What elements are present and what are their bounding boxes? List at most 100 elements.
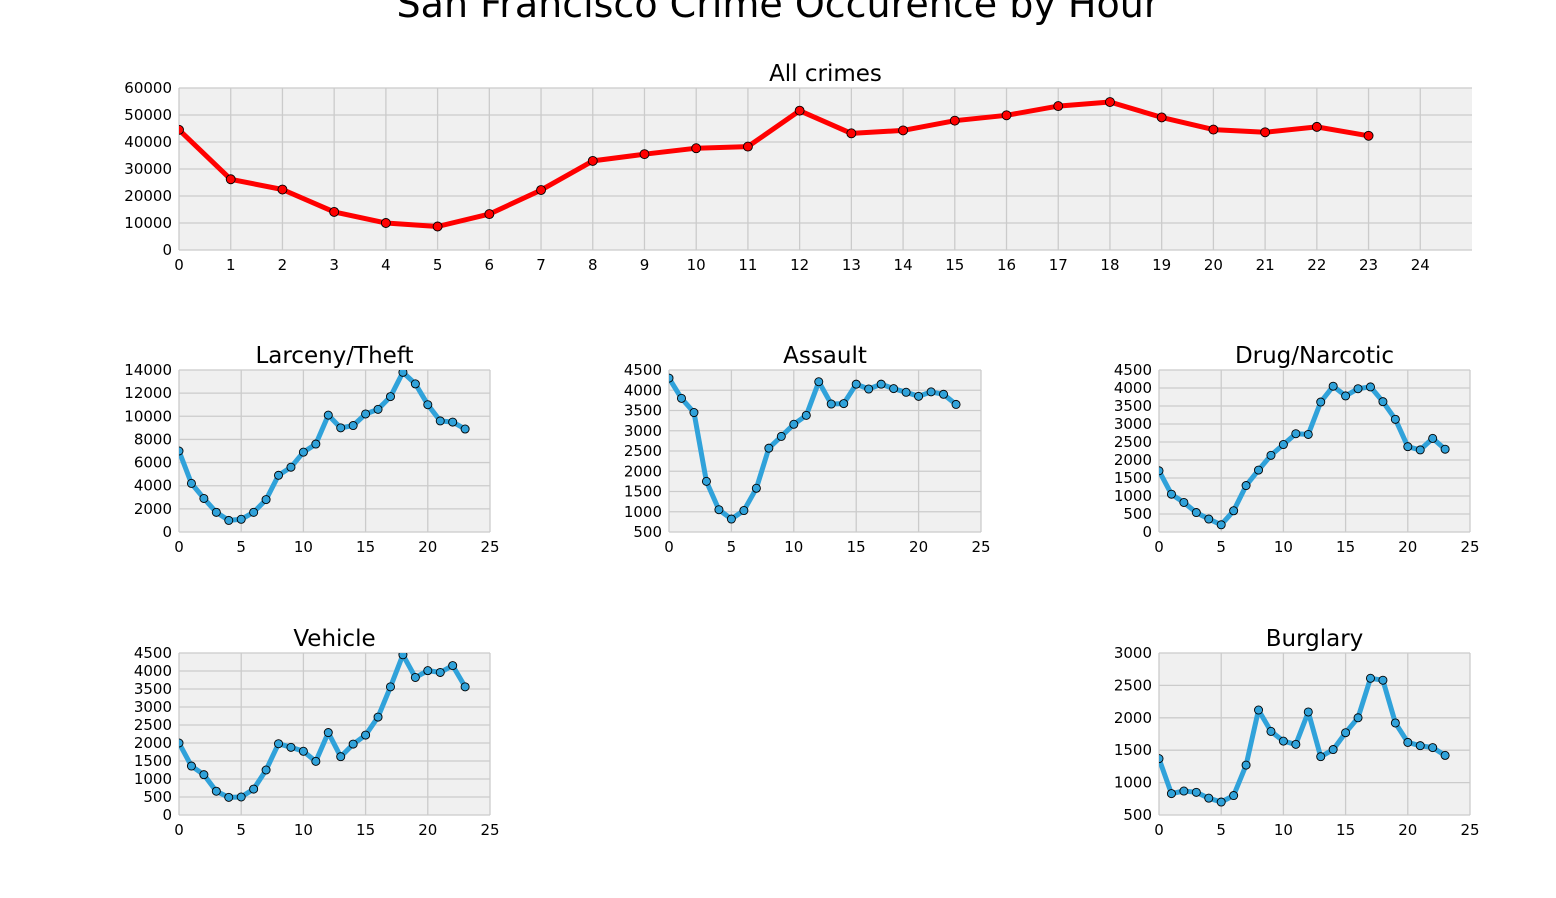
x-tick-label: 10 (1274, 538, 1293, 556)
data-point (1191, 787, 1201, 797)
data-point (1260, 127, 1271, 138)
data-point (361, 409, 371, 419)
x-tick-label: 25 (971, 538, 990, 556)
data-point (1254, 465, 1264, 475)
x-tick-label: 2 (278, 256, 288, 274)
data-point (448, 661, 458, 671)
data-point (689, 408, 699, 418)
data-point (435, 667, 445, 677)
y-tick-label: 0 (1142, 523, 1152, 541)
y-tick-label: 4000 (134, 662, 172, 680)
y-tick-label: 3000 (1114, 644, 1152, 662)
y-tick-label: 1500 (1114, 741, 1152, 759)
data-point (898, 125, 909, 136)
data-point (826, 399, 836, 409)
x-tick-label: 14 (894, 256, 913, 274)
y-tick-label: 14000 (124, 361, 172, 379)
x-tick-label: 12 (790, 256, 809, 274)
subplot-title: Drug/Narcotic (1235, 343, 1394, 369)
data-point (1266, 726, 1276, 736)
y-tick-label: 0 (162, 806, 172, 824)
x-tick-label: 20 (1204, 256, 1223, 274)
data-point (1204, 793, 1214, 803)
data-point (460, 682, 470, 692)
data-point (435, 416, 445, 426)
x-tick-label: 10 (1274, 821, 1293, 839)
y-tick-label: 1500 (1114, 469, 1152, 487)
x-tick-label: 5 (1216, 538, 1226, 556)
data-point (1353, 713, 1363, 723)
subplot-title: All crimes (769, 61, 882, 87)
y-tick-label: 0 (162, 523, 172, 541)
data-point (701, 476, 711, 486)
data-point (901, 387, 911, 397)
data-point (691, 143, 702, 154)
subplot-title: Assault (783, 343, 867, 369)
data-point (1341, 728, 1351, 738)
data-point (460, 424, 470, 434)
data-point (1166, 489, 1176, 499)
data-point (1229, 506, 1239, 516)
data-point (423, 400, 433, 410)
y-tick-label: 6000 (134, 454, 172, 472)
data-point (261, 765, 271, 775)
x-tick-label: 10 (687, 256, 706, 274)
data-point (249, 784, 259, 794)
y-tick-label: 1000 (134, 770, 172, 788)
x-tick-label: 0 (174, 821, 184, 839)
data-point (448, 417, 458, 427)
data-point (1254, 705, 1264, 715)
y-tick-label: 3000 (134, 698, 172, 716)
data-point (1166, 789, 1176, 799)
data-point (776, 431, 786, 441)
data-point (714, 505, 724, 515)
plot-area (179, 370, 490, 532)
data-point (1415, 741, 1425, 751)
data-point (1365, 673, 1375, 683)
data-point (361, 730, 371, 740)
y-tick-label: 2500 (1114, 433, 1152, 451)
x-tick-label: 18 (1100, 256, 1119, 274)
x-tick-label: 1 (226, 256, 236, 274)
x-tick-label: 25 (1460, 538, 1479, 556)
data-point (639, 149, 650, 160)
subplot-0: 0 1 2 3 4 5 6 7 8 9 10 11 12 13 14 15 16 17 18 19 20 21 22 23 24… (124, 61, 1472, 274)
data-point (199, 493, 209, 503)
y-tick-label: 4500 (624, 361, 662, 379)
x-tick-label: 20 (1398, 538, 1417, 556)
x-tick-label: 10 (294, 821, 313, 839)
data-point (949, 115, 960, 126)
y-tick-label: 50000 (124, 106, 172, 124)
data-point (1156, 112, 1167, 123)
x-tick-label: 13 (842, 256, 861, 274)
x-tick-label: 5 (236, 538, 246, 556)
series-line (179, 99, 1370, 229)
data-point (1204, 514, 1214, 524)
data-point (1229, 791, 1239, 801)
x-tick-label: 20 (909, 538, 928, 556)
y-tick-label: 4500 (134, 644, 172, 662)
data-point (1179, 497, 1189, 507)
data-point (801, 410, 811, 420)
data-point (1241, 760, 1251, 770)
y-tick-label: 40000 (124, 133, 172, 151)
y-tick-label: 1000 (1114, 774, 1152, 792)
x-tick-label: 5 (727, 538, 737, 556)
x-tick-label: 17 (1049, 256, 1068, 274)
data-point (1403, 737, 1413, 747)
data-point (846, 128, 857, 139)
y-tick-label: 500 (633, 523, 662, 541)
y-tick-label: 3500 (624, 402, 662, 420)
data-point (336, 752, 346, 762)
x-tick-label: 25 (1460, 821, 1479, 839)
subplot-5: 0 5 10 15 20 25 500 1000 1500 2000 2500 3000 Burglar… (1114, 626, 1480, 839)
data-point (1216, 797, 1226, 807)
data-point (794, 105, 805, 116)
data-point (1278, 736, 1288, 746)
x-tick-label: 10 (294, 538, 313, 556)
x-tick-label: 15 (945, 256, 964, 274)
data-point (1316, 752, 1326, 762)
data-point (1208, 124, 1219, 135)
data-point (224, 792, 234, 802)
data-point (1390, 414, 1400, 424)
